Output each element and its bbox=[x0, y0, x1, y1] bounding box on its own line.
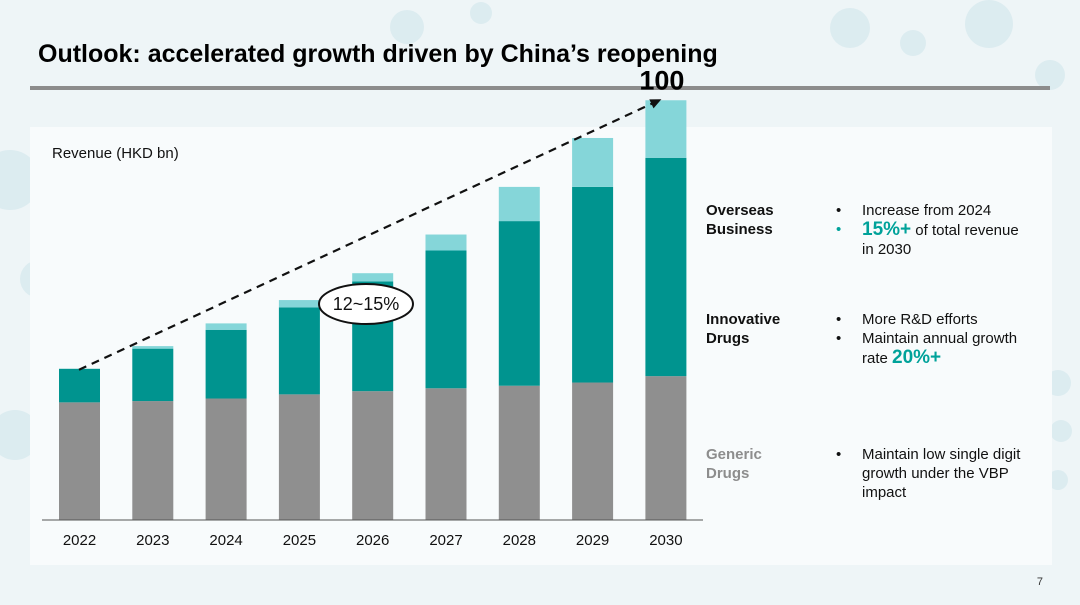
bar-innovative-drugs bbox=[278, 307, 320, 395]
x-tick-label: 2026 bbox=[356, 532, 389, 549]
legend-overseas-business: Overseas Business bbox=[706, 202, 774, 238]
x-tick-label: 2028 bbox=[503, 532, 536, 549]
bar-innovative-drugs bbox=[132, 348, 174, 402]
bar-innovative-drugs bbox=[572, 186, 614, 383]
page-number: 7 bbox=[1036, 576, 1043, 588]
bar-overseas-business bbox=[498, 186, 540, 222]
bar-generic-drugs bbox=[132, 401, 174, 520]
note-text: of total revenue in 2030 bbox=[862, 222, 1019, 258]
bullet-icon: • bbox=[836, 330, 842, 347]
y-axis-label: Revenue (HKD bn) bbox=[52, 145, 179, 162]
x-tick-label: 2024 bbox=[209, 532, 242, 549]
x-tick-label: 2025 bbox=[283, 532, 316, 549]
growth-trend-arrow bbox=[78, 98, 662, 371]
bar-generic-drugs bbox=[572, 382, 614, 520]
title-divider bbox=[30, 86, 1050, 90]
highlight-value: 15%+ bbox=[862, 219, 912, 240]
innovative-notes: • More R&D efforts • Maintain annual gro… bbox=[836, 310, 1026, 368]
bullet-icon: • bbox=[836, 202, 842, 219]
highlight-value: 20%+ bbox=[892, 347, 942, 368]
bar-innovative-drugs bbox=[645, 157, 687, 377]
x-tick-label: 2022 bbox=[63, 532, 96, 549]
bar-overseas-business bbox=[425, 234, 467, 251]
note-text: Maintain annual growth rate bbox=[862, 330, 1018, 367]
legend-generic-drugs: Generic Drugs bbox=[706, 446, 762, 482]
bar-generic-drugs bbox=[645, 376, 687, 520]
bar-overseas-business bbox=[278, 300, 320, 308]
x-tick-label: 2029 bbox=[576, 532, 609, 549]
overseas-notes: • Increase from 2024 • 15%+ of total rev… bbox=[836, 201, 1026, 259]
bar-innovative-drugs bbox=[425, 250, 467, 389]
x-tick-label: 2030 bbox=[649, 532, 682, 549]
bar-generic-drugs bbox=[498, 385, 540, 520]
chart-panel bbox=[30, 127, 1052, 565]
overseas-note: • 15%+ of total revenue in 2030 bbox=[836, 220, 1026, 259]
arrowhead-icon bbox=[649, 99, 662, 109]
growth-rate-ellipse bbox=[318, 283, 414, 325]
bar-generic-drugs bbox=[425, 388, 467, 520]
page-title: Outlook: accelerated growth driven by Ch… bbox=[38, 40, 718, 68]
bar-generic-drugs bbox=[278, 394, 320, 520]
innovative-note: • Maintain annual growth rate 20%+ bbox=[836, 329, 1026, 368]
bar-overseas-business bbox=[205, 323, 247, 330]
innovative-note: • More R&D efforts bbox=[836, 310, 1026, 329]
bar-overseas-business bbox=[352, 273, 394, 282]
bar-innovative-drugs bbox=[59, 368, 100, 403]
end-total-label: 100 bbox=[639, 65, 684, 95]
legend-innovative-drugs: Innovative Drugs bbox=[706, 311, 781, 347]
growth-rate-label: 12~15% bbox=[333, 294, 400, 314]
bar-overseas-business bbox=[132, 346, 174, 349]
note-text: More R&D efforts bbox=[862, 311, 978, 328]
bar-generic-drugs bbox=[205, 398, 247, 520]
note-text: Increase from 2024 bbox=[862, 202, 992, 219]
bar-generic-drugs bbox=[352, 391, 394, 520]
bar-generic-drugs bbox=[59, 402, 100, 520]
generic-notes: • Maintain low single digit growth under… bbox=[836, 445, 1021, 502]
bullet-icon: • bbox=[836, 446, 842, 463]
bar-overseas-business bbox=[572, 137, 614, 187]
bullet-icon: • bbox=[836, 311, 842, 328]
overseas-note: • Increase from 2024 bbox=[836, 201, 1026, 220]
bullet-icon: • bbox=[836, 221, 842, 238]
x-tick-label: 2023 bbox=[136, 532, 169, 549]
generic-note: • Maintain low single digit growth under… bbox=[836, 445, 1021, 502]
note-text: Maintain low single digit growth under t… bbox=[862, 446, 1021, 501]
bar-innovative-drugs bbox=[498, 221, 540, 386]
bar-innovative-drugs bbox=[205, 329, 247, 399]
x-tick-label: 2027 bbox=[429, 532, 462, 549]
bar-overseas-business bbox=[645, 100, 687, 158]
